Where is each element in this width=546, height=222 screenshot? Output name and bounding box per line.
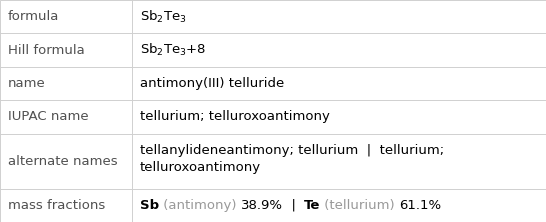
Text: mass fractions: mass fractions [8,199,105,212]
Text: name: name [8,77,45,90]
Text: $\mathregular{Sb_2Te_3}$: $\mathregular{Sb_2Te_3}$ [140,9,187,25]
Text: antimony(III) telluride: antimony(III) telluride [140,77,284,90]
Text: $\mathregular{Sb_2Te_3}$+8: $\mathregular{Sb_2Te_3}$+8 [140,42,206,58]
Text: (antimony): (antimony) [159,199,241,212]
Text: |: | [283,199,304,212]
Text: 38.9%: 38.9% [241,199,283,212]
Text: IUPAC name: IUPAC name [8,110,88,123]
Text: Hill formula: Hill formula [8,44,85,57]
Text: tellanylideneantimony; tellurium  |  tellurium;: tellanylideneantimony; tellurium | tellu… [140,144,444,157]
Text: 61.1%: 61.1% [399,199,441,212]
Text: alternate names: alternate names [8,155,117,168]
Text: telluroxoantimony: telluroxoantimony [140,161,261,174]
Text: (tellurium): (tellurium) [321,199,399,212]
Text: Sb: Sb [140,199,159,212]
Text: Te: Te [304,199,321,212]
Text: tellurium; telluroxoantimony: tellurium; telluroxoantimony [140,110,330,123]
Text: formula: formula [8,10,59,23]
